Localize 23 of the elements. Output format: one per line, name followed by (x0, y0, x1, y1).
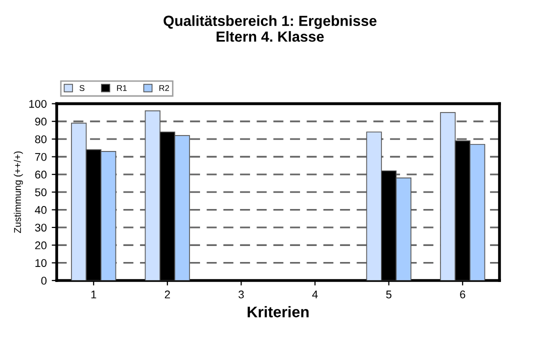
y-tick-label: 40 (34, 206, 47, 214)
x-tick-label: 2 (164, 290, 170, 298)
legend-label: R1 (117, 85, 127, 91)
x-tick-label: 6 (460, 290, 466, 298)
y-tick-label: 50 (35, 188, 47, 196)
y-tick-label: 30 (35, 224, 47, 232)
y-tick-label: 10 (35, 259, 47, 267)
y-axis-title: Zustimmung (++/+) (14, 152, 23, 233)
x-tick-label: 1 (91, 290, 96, 298)
x-tick-label: 4 (312, 290, 318, 298)
chart-title: Qualitätsbereich 1: Ergebnisse Eltern 4. Klasse (164, 15, 376, 42)
x-tick-label: 5 (386, 290, 392, 298)
x-axis-title: Kriterien (248, 306, 309, 318)
legend-label: S (80, 85, 84, 92)
y-tick-label: 70 (35, 153, 47, 161)
y-tick-label: 100 (29, 100, 47, 108)
y-tick-label: 60 (35, 170, 47, 179)
y-tick-label: 0 (41, 276, 47, 285)
y-tick-label: 20 (35, 241, 47, 250)
y-tick-label: 90 (35, 118, 47, 126)
x-tick-label: 3 (238, 290, 244, 298)
y-tick-label: 80 (35, 135, 47, 144)
legend-label: R2 (159, 85, 169, 91)
